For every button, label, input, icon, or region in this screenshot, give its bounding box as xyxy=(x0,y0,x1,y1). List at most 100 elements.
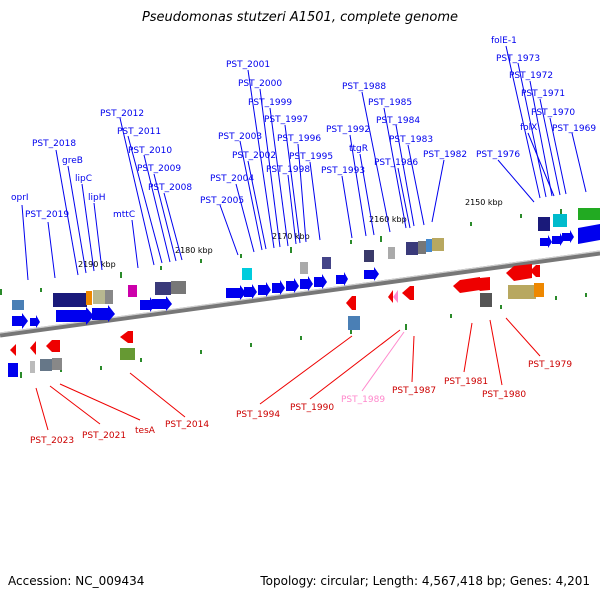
gene-label: PST_1983 xyxy=(389,135,433,145)
gene-arrow xyxy=(402,286,414,300)
gene-label: PST_1999 xyxy=(248,98,292,108)
gene-label: PST_1969 xyxy=(552,124,596,134)
gene-label: PST_2010 xyxy=(128,146,172,156)
forward-genes xyxy=(12,224,600,329)
gene-arrow xyxy=(46,340,60,352)
gene-arrow xyxy=(140,297,155,312)
gene-label: PST_2001 xyxy=(226,60,270,70)
gene-label: PST_2004 xyxy=(210,174,254,184)
gene-arrow xyxy=(300,276,313,291)
gene-arrow xyxy=(336,272,348,286)
gene-label: PST_1980 xyxy=(482,390,526,400)
gene-label: PST_1989 xyxy=(341,395,385,405)
gene-label: PST_2019 xyxy=(25,210,69,220)
gene-label: PST_2012 xyxy=(100,109,144,119)
gene-arrow xyxy=(10,344,16,356)
gene-label: PST_1998 xyxy=(266,165,310,175)
tick-label-2190: 2190 kbp xyxy=(78,260,116,269)
gene-label: ttgR xyxy=(349,144,368,154)
gene-arrow xyxy=(578,224,600,244)
gene-label: PST_2018 xyxy=(32,139,76,149)
gene-label: PST_1985 xyxy=(368,98,412,108)
gene-arrow xyxy=(30,315,40,328)
gene-arrow xyxy=(506,264,532,281)
gene-arrow-pseudo xyxy=(393,290,398,303)
gene-label: PST_1973 xyxy=(496,54,540,64)
gene-label: PST_2023 xyxy=(30,436,74,446)
gene-arrow xyxy=(364,267,379,281)
gene-label: folX xyxy=(520,123,537,133)
gene-arrow xyxy=(120,331,133,343)
gene-label: PST_1997 xyxy=(264,115,308,125)
gene-label: greB xyxy=(62,156,83,166)
genome-summary: Topology: circular; Length: 4,567,418 bp… xyxy=(260,574,590,588)
gene-label: PST_1972 xyxy=(509,71,553,81)
gene-arrow xyxy=(226,285,246,300)
forward-labels: oprI PST_2019 PST_2018 greB lipC lipH mt… xyxy=(11,36,596,220)
gene-arrow xyxy=(152,296,172,311)
gene-arrow xyxy=(286,278,299,293)
gene-arrow xyxy=(540,235,552,248)
gene-arrow xyxy=(552,233,564,246)
gene-label: lipC xyxy=(75,174,92,184)
gene-arrow xyxy=(272,280,285,295)
gene-label: PST_2021 xyxy=(82,431,126,441)
gene-arrow xyxy=(30,341,36,355)
gene-arrow xyxy=(314,274,327,289)
gene-arrow xyxy=(258,282,271,297)
feature-blocks-reverse xyxy=(8,283,544,377)
feature-blocks-forward xyxy=(12,208,600,310)
gene-arrow xyxy=(346,296,356,310)
gene-arrow xyxy=(56,307,94,325)
gene-label: PST_2014 xyxy=(165,420,209,430)
gene-label: PST_1970 xyxy=(531,108,575,118)
gene-label: PST_1994 xyxy=(236,410,280,420)
gene-label: PST_2011 xyxy=(117,127,161,137)
gene-label: PST_1981 xyxy=(444,377,488,387)
gene-label: PST_1971 xyxy=(521,89,565,99)
forward-label-lines xyxy=(21,45,587,281)
gene-label: PST_1988 xyxy=(342,82,386,92)
gene-label: folE-1 xyxy=(491,36,517,46)
map-title: Pseudomonas stutzeri A1501, complete gen… xyxy=(141,10,459,25)
gene-arrow xyxy=(474,277,490,291)
gene-arrow xyxy=(453,277,480,293)
gene-label: mttC xyxy=(113,210,135,220)
accession-text: Accession: NC_009434 xyxy=(8,574,145,588)
gene-arrow xyxy=(12,313,28,329)
gene-arrow xyxy=(562,230,574,243)
gene-label: PST_1976 xyxy=(476,150,520,160)
gene-label: tesA xyxy=(135,426,156,436)
gene-label: PST_1987 xyxy=(392,386,436,396)
gene-label: lipH xyxy=(88,193,105,203)
gene-label: PST_2009 xyxy=(137,164,181,174)
gene-label: PST_1990 xyxy=(290,403,334,413)
gene-arrow xyxy=(388,290,393,303)
gene-label: PST_1992 xyxy=(326,125,370,135)
gene-label: PST_1986 xyxy=(374,158,418,168)
gene-arrow xyxy=(92,305,115,322)
reverse-labels: PST_2023 PST_2021 tesA PST_2014 PST_1994… xyxy=(30,360,572,446)
scale-tick-labels: 2190 kbp 2180 kbp 2170 kbp 2160 kbp 2150… xyxy=(78,198,503,269)
gene-label: PST_2002 xyxy=(232,151,276,161)
gene-label: PST_1979 xyxy=(528,360,572,370)
scale-ticks xyxy=(0,209,587,378)
gene-arrow xyxy=(530,265,540,277)
gene-arrow xyxy=(244,284,257,299)
gene-label: PST_2005 xyxy=(200,196,244,206)
tick-label-2170: 2170 kbp xyxy=(272,232,310,241)
gene-label: PST_1996 xyxy=(277,134,321,144)
gene-label: PST_2008 xyxy=(148,183,192,193)
tick-label-2180: 2180 kbp xyxy=(175,246,213,255)
gene-label: PST_1982 xyxy=(423,150,467,160)
gene-label: PST_1995 xyxy=(289,152,333,162)
tick-label-2150: 2150 kbp xyxy=(465,198,503,207)
reverse-label-lines xyxy=(35,317,541,431)
gene-label: PST_1984 xyxy=(376,116,420,126)
gene-label: PST_1993 xyxy=(321,166,365,176)
gene-label: PST_2003 xyxy=(218,132,262,142)
gene-label: oprI xyxy=(11,193,29,203)
gene-label: PST_2000 xyxy=(238,79,282,89)
reverse-genes xyxy=(10,264,540,356)
